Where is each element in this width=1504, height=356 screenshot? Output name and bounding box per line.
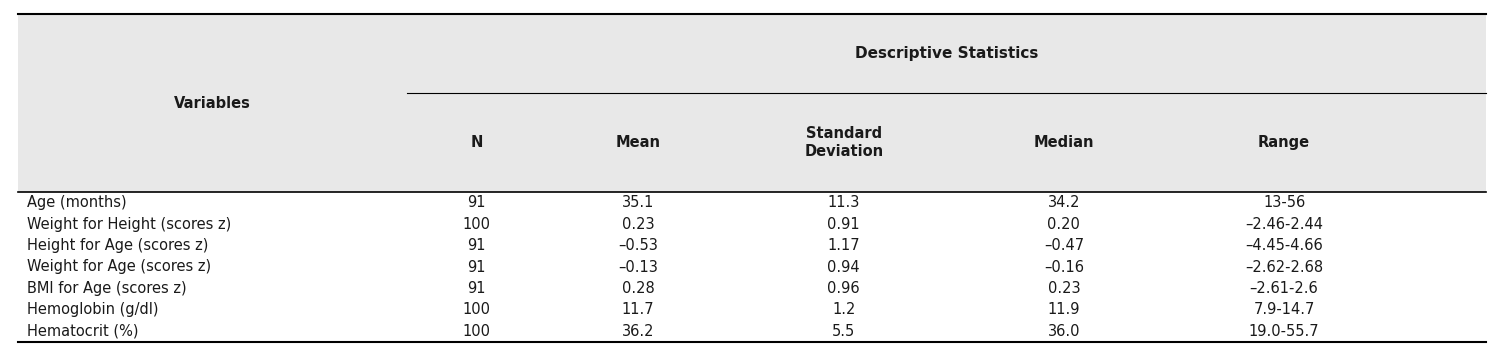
- Text: Hemoglobin (g/dl): Hemoglobin (g/dl): [27, 302, 158, 317]
- Text: 100: 100: [463, 302, 490, 317]
- Text: 0.23: 0.23: [623, 217, 654, 232]
- Text: 19.0-55.7: 19.0-55.7: [1248, 324, 1319, 339]
- Text: –2.61-2.6: –2.61-2.6: [1250, 281, 1319, 296]
- Text: 11.3: 11.3: [827, 195, 860, 210]
- Text: 35.1: 35.1: [623, 195, 654, 210]
- Text: 0.94: 0.94: [827, 260, 860, 274]
- Text: –0.47: –0.47: [1044, 238, 1084, 253]
- Text: Mean: Mean: [615, 135, 660, 150]
- Text: –0.13: –0.13: [618, 260, 659, 274]
- Text: 0.28: 0.28: [621, 281, 654, 296]
- Text: –0.16: –0.16: [1044, 260, 1084, 274]
- Text: 0.20: 0.20: [1047, 217, 1080, 232]
- Text: 13-56: 13-56: [1263, 195, 1305, 210]
- Text: –2.62-2.68: –2.62-2.68: [1245, 260, 1324, 274]
- Text: 1.2: 1.2: [832, 302, 856, 317]
- Text: 0.23: 0.23: [1048, 281, 1080, 296]
- Text: –0.53: –0.53: [618, 238, 659, 253]
- Text: Range: Range: [1257, 135, 1310, 150]
- Text: –4.45-4.66: –4.45-4.66: [1245, 238, 1324, 253]
- Text: 1.17: 1.17: [827, 238, 860, 253]
- Text: 91: 91: [468, 238, 486, 253]
- Text: 7.9-14.7: 7.9-14.7: [1253, 302, 1314, 317]
- Text: 91: 91: [468, 281, 486, 296]
- Text: 36.2: 36.2: [623, 324, 654, 339]
- Text: Median: Median: [1033, 135, 1095, 150]
- Text: –2.46-2.44: –2.46-2.44: [1245, 217, 1324, 232]
- Text: 0.96: 0.96: [827, 281, 860, 296]
- Text: 91: 91: [468, 195, 486, 210]
- Text: Height for Age (scores z): Height for Age (scores z): [27, 238, 209, 253]
- Text: Descriptive Statistics: Descriptive Statistics: [854, 46, 1038, 61]
- Text: BMI for Age (scores z): BMI for Age (scores z): [27, 281, 186, 296]
- Text: 36.0: 36.0: [1048, 324, 1080, 339]
- Text: 100: 100: [463, 217, 490, 232]
- Text: Weight for Age (scores z): Weight for Age (scores z): [27, 260, 211, 274]
- Text: Hematocrit (%): Hematocrit (%): [27, 324, 138, 339]
- Bar: [18, 14, 1486, 192]
- Text: Variables: Variables: [174, 96, 251, 111]
- Text: 100: 100: [463, 324, 490, 339]
- Text: Age (months): Age (months): [27, 195, 126, 210]
- Text: 91: 91: [468, 260, 486, 274]
- Text: 0.91: 0.91: [827, 217, 860, 232]
- Text: Standard
Deviation: Standard Deviation: [805, 126, 883, 159]
- Text: 34.2: 34.2: [1048, 195, 1080, 210]
- Text: 5.5: 5.5: [832, 324, 856, 339]
- Text: 11.7: 11.7: [623, 302, 654, 317]
- Text: 11.9: 11.9: [1048, 302, 1080, 317]
- Text: Weight for Height (scores z): Weight for Height (scores z): [27, 217, 232, 232]
- Text: N: N: [471, 135, 483, 150]
